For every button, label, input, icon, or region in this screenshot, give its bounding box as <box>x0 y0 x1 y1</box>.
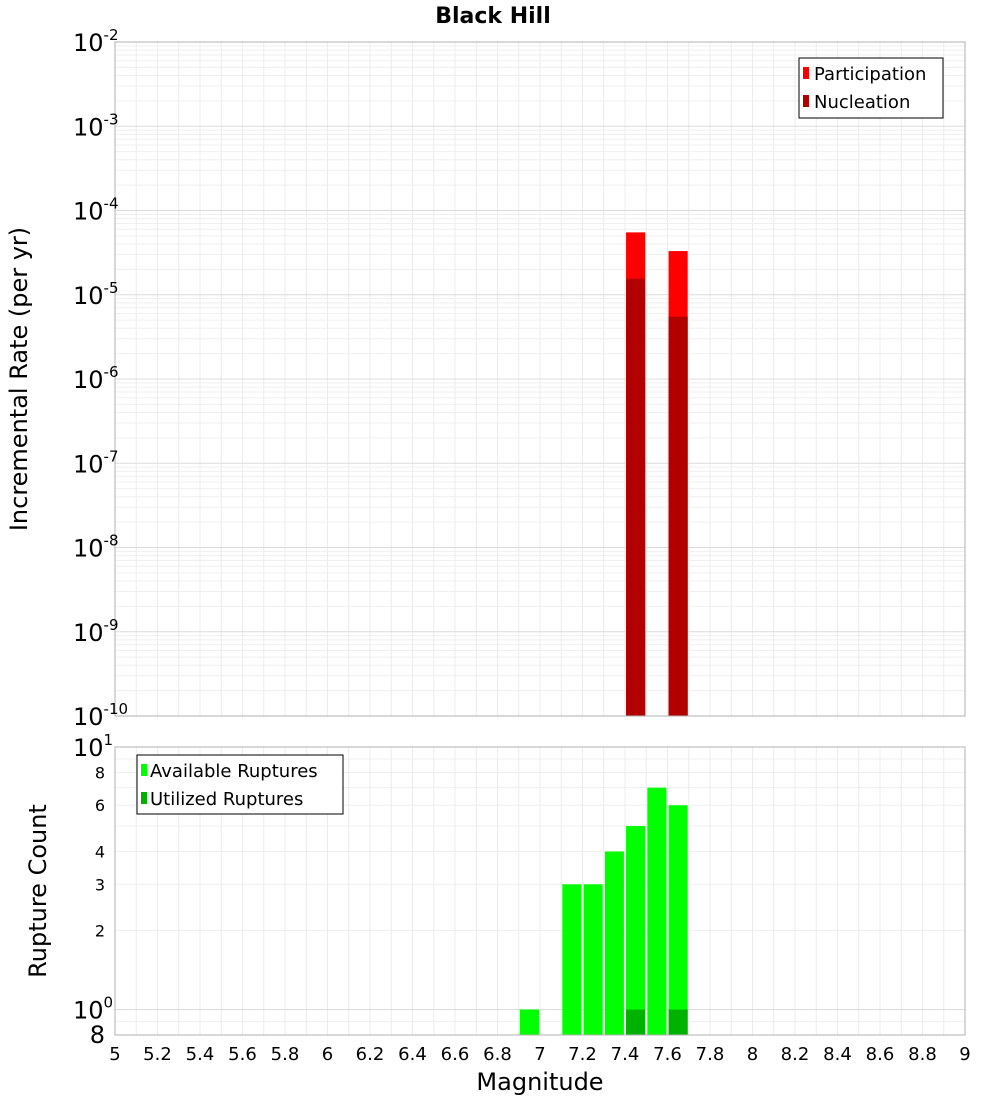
x-tick-label: 7.4 <box>611 1044 640 1065</box>
legend-label-available: Available Ruptures <box>150 761 318 782</box>
bottom-bars <box>519 787 688 1035</box>
rate-y-tick-label: 10-2 <box>73 26 119 57</box>
count-y-tick-label: 101 <box>73 731 113 762</box>
rate-y-tick-label: 10-6 <box>73 363 119 394</box>
x-tick-label: 8.4 <box>823 1044 852 1065</box>
rate-y-tick-label: 10-9 <box>73 616 119 647</box>
chart-title: Black Hill <box>435 4 551 29</box>
rate-y-tick-label: 10-8 <box>73 532 119 563</box>
count-bar-available-ruptures-6 <box>668 805 688 1035</box>
count-bar-available-ruptures-2 <box>583 884 603 1035</box>
x-tick-labels: 5 5.2 5.4 5.6 5.8 6 6.2 6.4 6.6 6.8 7 7.2 7.4 7.6 7.8 8… <box>109 1044 970 1065</box>
x-tick-label: 8 <box>747 1044 758 1065</box>
x-tick-label: 7 <box>534 1044 545 1065</box>
rate-bar-nucleation-0 <box>626 278 646 716</box>
count-y-tick-label: 8 <box>90 1021 105 1049</box>
bottom-plot-border <box>114 746 966 1036</box>
count-bar-utilized-ruptures-1 <box>668 1009 688 1035</box>
legend-swatch-nucleation <box>803 95 809 107</box>
x-tick-label: 6.2 <box>356 1044 385 1065</box>
x-tick-label: 5.4 <box>186 1044 215 1065</box>
count-y-tick-label: 8 <box>95 763 105 782</box>
top-legend-box <box>798 57 944 119</box>
rate-y-tick-label: 10-7 <box>73 447 119 478</box>
count-y-tick-label: 4 <box>95 842 105 861</box>
rate-y-tick-label: 10-4 <box>73 195 119 226</box>
legend-swatch-available <box>141 764 147 776</box>
x-tick-label: 8.2 <box>781 1044 810 1065</box>
x-tick-label: 5 <box>109 1044 120 1065</box>
x-tick-label: 6.8 <box>483 1044 512 1065</box>
top-grid <box>114 42 966 717</box>
bottom-y-axis-label: Rupture Count <box>24 804 52 978</box>
legend-label-participation: Participation <box>814 64 926 85</box>
x-tick-label: 9 <box>959 1044 970 1065</box>
count-y-tick-label: 2 <box>95 922 105 941</box>
rate-y-tick-label: 10-10 <box>73 700 128 731</box>
x-tick-label: 5.6 <box>228 1044 257 1065</box>
count-bar-available-ruptures-4 <box>626 826 646 1035</box>
legend-swatch-utilized <box>141 792 147 804</box>
x-tick-label: 7.8 <box>696 1044 725 1065</box>
top-y-axis-label: Incremental Rate (per yr) <box>5 227 33 531</box>
rate-y-tick-label: 10-5 <box>73 279 119 310</box>
count-y-tick-label: 3 <box>95 875 105 894</box>
count-bar-available-ruptures-5 <box>647 787 667 1035</box>
x-tick-label: 7.2 <box>568 1044 597 1065</box>
x-tick-label: 8.8 <box>908 1044 937 1065</box>
x-tick-label: 6.6 <box>441 1044 470 1065</box>
x-tick-label: 6.4 <box>398 1044 427 1065</box>
legend-swatch-participation <box>803 67 809 79</box>
count-y-tick-label: 100 <box>73 994 113 1025</box>
top-plot-border <box>114 41 966 717</box>
count-bar-available-ruptures-0 <box>519 1009 539 1035</box>
bottom-legend: Available Ruptures Utilized Ruptures <box>136 754 344 815</box>
top-bars <box>626 232 688 717</box>
x-tick-label: 6 <box>322 1044 333 1065</box>
x-axis-label: Magnitude <box>476 1068 603 1096</box>
count-bar-available-ruptures-1 <box>562 884 582 1035</box>
x-tick-label: 5.8 <box>271 1044 300 1065</box>
count-bar-utilized-ruptures-0 <box>626 1009 646 1035</box>
x-tick-label: 8.6 <box>866 1044 895 1065</box>
legend-label-nucleation: Nucleation <box>814 92 910 113</box>
legend-label-utilized: Utilized Ruptures <box>150 789 303 810</box>
x-tick-label: 7.6 <box>653 1044 682 1065</box>
rate-bar-nucleation-1 <box>668 316 688 716</box>
rate-y-tick-label: 10-3 <box>73 110 119 141</box>
top-panel: 10-2 10-3 10-4 10-5 10-6 10-7 10-8 10-9 10-10 In… <box>5 26 966 731</box>
x-tick-label: 5.2 <box>143 1044 172 1065</box>
count-bar-available-ruptures-3 <box>604 851 624 1035</box>
top-y-tick-labels: 10-2 10-3 10-4 10-5 10-6 10-7 10-8 10-9 10-10 <box>73 26 128 731</box>
top-legend: Participation Nucleation <box>798 57 944 119</box>
count-y-tick-label: 6 <box>95 796 105 815</box>
bottom-legend-box <box>136 754 344 815</box>
